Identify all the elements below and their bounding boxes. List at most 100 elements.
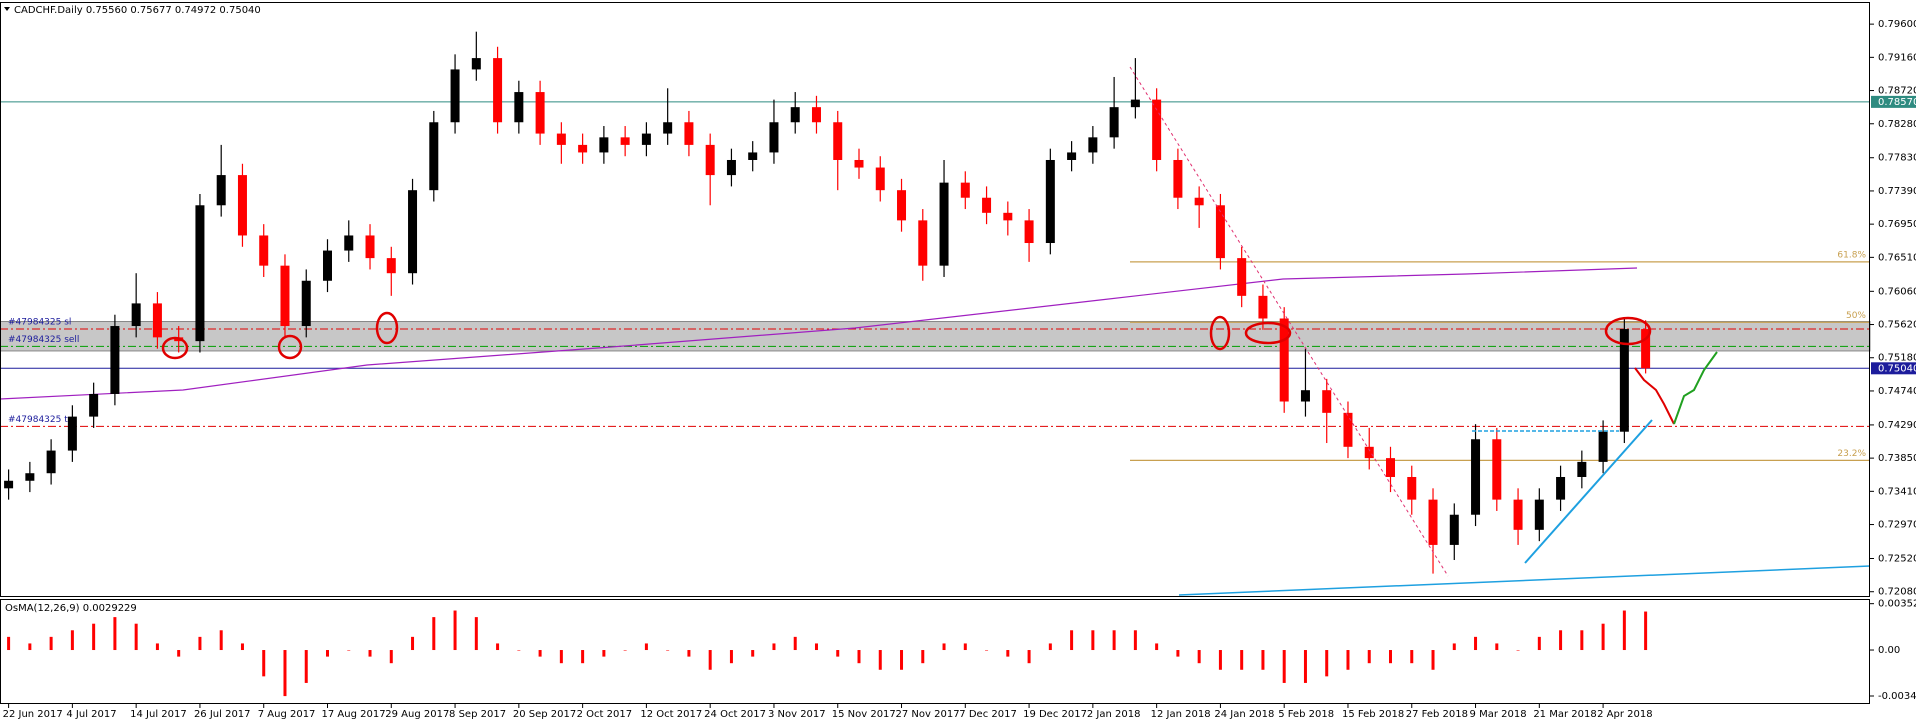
osma-bar	[1027, 650, 1031, 664]
osma-bar	[985, 650, 989, 651]
osma-bar	[1218, 650, 1222, 670]
osma-bar	[942, 643, 946, 651]
candle-body	[1386, 458, 1395, 477]
price-box-label: 0.78570	[1878, 97, 1916, 108]
candle-body	[1641, 329, 1651, 369]
candle-body	[514, 92, 524, 123]
candle-body	[386, 258, 396, 274]
candle-body	[450, 69, 460, 123]
candle-body	[1428, 499, 1438, 545]
candle-body	[1577, 461, 1587, 477]
candle-body	[1024, 220, 1034, 244]
x-tick-label: 24 Jan 2018	[1214, 709, 1274, 720]
candle-body	[1619, 329, 1629, 432]
candle-body	[280, 265, 290, 327]
y-tick-label: 0.72080	[1878, 587, 1916, 598]
ellipse	[375, 311, 399, 345]
osma-bar	[7, 636, 11, 651]
osma-bar	[1261, 650, 1265, 670]
candle-body	[471, 58, 481, 70]
candle-body	[599, 137, 609, 153]
osma-bar	[1006, 650, 1010, 657]
x-tick-label: 12 Oct 2017	[640, 709, 702, 720]
candle-body	[216, 175, 226, 206]
x-tick-label: 5 Feb 2018	[1278, 709, 1334, 720]
osma-bar	[857, 650, 861, 664]
ellipse	[1244, 321, 1292, 345]
osma-bar	[878, 650, 882, 670]
osma-bar	[729, 650, 733, 664]
x-tick-label: 20 Sep 2017	[513, 709, 576, 720]
x-tick-label: 7 Dec 2017	[959, 709, 1017, 720]
osma-bar	[134, 623, 138, 651]
candle-body	[429, 122, 439, 191]
osma-bar	[177, 650, 181, 657]
candle-body	[237, 175, 247, 236]
osma-bar	[411, 636, 415, 651]
x-tick-label: 22 Jun 2017	[3, 709, 63, 720]
x-tick-label: 15 Nov 2017	[832, 709, 896, 720]
osma-bar	[1474, 636, 1478, 651]
y-tick-label: 0.76950	[1878, 219, 1916, 230]
x-tick-label: 14 Jul 2017	[130, 709, 187, 720]
candle-body	[195, 205, 205, 342]
osma-bar	[1495, 643, 1499, 651]
osma-bar	[1452, 643, 1456, 651]
ellipses	[161, 311, 1652, 360]
osma-bar	[1282, 650, 1286, 683]
order-label: #47984325 sell	[8, 335, 79, 345]
candle-body	[1364, 446, 1374, 459]
candle-body	[939, 182, 949, 266]
price-box	[1871, 362, 1916, 375]
candle-body	[1130, 99, 1140, 108]
candle-body	[4, 480, 14, 489]
candle-body	[918, 220, 928, 266]
osma-bar	[581, 650, 585, 664]
candle-body	[301, 280, 311, 327]
osma-bar	[262, 650, 266, 677]
moving-average	[0, 267, 1638, 400]
osma-bar	[644, 643, 648, 651]
y-tick-label: 0.78280	[1878, 119, 1916, 130]
ellipse	[161, 336, 189, 360]
candle-body	[535, 92, 545, 134]
candle-body	[641, 133, 651, 145]
y-tick-label: 0.76510	[1878, 252, 1916, 263]
marks-layer	[4, 31, 1651, 697]
x-tick-label: 21 Mar 2018	[1533, 709, 1596, 720]
x-tick-label: 24 Oct 2017	[704, 709, 766, 720]
candle-body	[982, 197, 992, 213]
osma-bar	[432, 617, 436, 651]
osma-bar	[326, 650, 329, 657]
osma-bar	[70, 630, 74, 651]
osma-bar	[772, 643, 776, 651]
candle-body	[748, 152, 758, 160]
osma-bar	[623, 650, 627, 651]
candle-body	[1343, 412, 1353, 447]
candle-body	[1258, 295, 1268, 319]
osma-bar	[708, 650, 712, 670]
candle-body	[89, 393, 99, 417]
osma-bar	[368, 650, 372, 657]
x-tick-label: 29 Aug 2017	[385, 709, 449, 720]
osma-bar	[113, 617, 117, 651]
osma-bar	[1197, 650, 1201, 664]
candle-body	[811, 107, 821, 123]
osma-bar	[1516, 650, 1520, 651]
candle-body	[556, 133, 566, 145]
osma-bar	[1367, 650, 1371, 664]
y-tick-label: 0.76060	[1878, 286, 1916, 297]
osma-bar	[1537, 636, 1541, 651]
order-label: #47984325 sl	[8, 318, 71, 328]
candle-body	[578, 144, 588, 153]
menu-arrow	[4, 7, 10, 11]
order-label: #47984325 tp	[8, 415, 74, 425]
osma-bar	[240, 643, 244, 651]
y-tick-label: 0.78720	[1878, 86, 1916, 97]
osma-bar	[1410, 650, 1414, 664]
long-trend-line	[1178, 565, 1871, 596]
forecast-down	[1634, 367, 1675, 425]
candle-body	[1194, 197, 1204, 206]
osma-bar	[1559, 630, 1563, 651]
x-tick-label: 7 Aug 2017	[258, 709, 316, 720]
